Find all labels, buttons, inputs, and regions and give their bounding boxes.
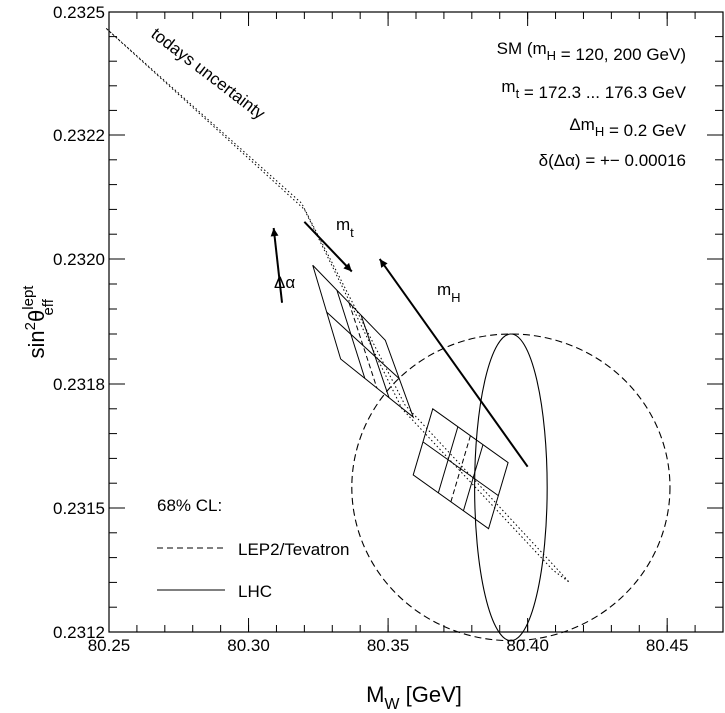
info-line-1: SM (mH = 120, 200 GeV) — [497, 39, 686, 64]
chart-data-layer — [105, 28, 671, 642]
parallelogram-upper — [312, 264, 415, 419]
arrow-head-0 — [379, 259, 388, 268]
plot-frame — [108, 11, 724, 633]
y-tick-label: 0.2315 — [53, 499, 105, 518]
arrow-label-mt: mt — [336, 215, 354, 240]
x-tick-label: 80.30 — [227, 636, 270, 655]
lhc-ellipse — [474, 333, 548, 642]
legend-entry-lhc: LHC — [238, 582, 272, 601]
x-tick-label: 80.35 — [367, 636, 410, 655]
info-line-4: δ(Δα) = +− 0.00016 — [539, 151, 686, 170]
x-tick-label: 80.25 — [88, 636, 131, 655]
y-axis-title: sin2θlept eff — [20, 285, 57, 359]
legend-entry-lep2: LEP2/Tevatron — [238, 540, 350, 559]
band-label: todays uncertainty — [148, 24, 269, 123]
arrow-head-2 — [270, 228, 279, 237]
arrow-shaft-0 — [378, 258, 529, 468]
axis-ticks: 80.25 80.30 80.35 80.40 80.45 0.2312 0.2315 0.2… — [53, 3, 724, 655]
info-line-3: ΔmH = 0.2 GeV — [569, 115, 686, 140]
arrow-shaft-1 — [303, 221, 353, 273]
arrow-label-dalpha: Δα — [274, 273, 295, 292]
y-tick-label: 0.2325 — [53, 3, 105, 22]
x-tick-label: 80.45 — [646, 636, 689, 655]
parallelogram-lower-dashed-line — [450, 435, 471, 502]
y-tick-label: 0.2320 — [53, 250, 105, 269]
y-tick-label: 0.2318 — [53, 375, 105, 394]
info-line-2: mt = 172.3 ... 176.3 GeV — [501, 77, 686, 102]
legend: 68% CL: LEP2/Tevatron LHC — [157, 496, 350, 601]
y-tick-label: 0.2322 — [53, 126, 105, 145]
arrow-shaft-2 — [272, 227, 284, 303]
legend-title: 68% CL: — [157, 496, 222, 515]
arrow-label-mh: mH — [437, 280, 461, 305]
uncertainty-band — [105, 28, 570, 583]
y-tick-label: 0.2312 — [53, 623, 105, 642]
x-axis-title: MW [GeV] — [366, 682, 462, 713]
arrow-head-1 — [343, 262, 352, 272]
x-tick-label: 80.40 — [506, 636, 549, 655]
parallelogram-upper-dashed-line — [348, 302, 378, 389]
